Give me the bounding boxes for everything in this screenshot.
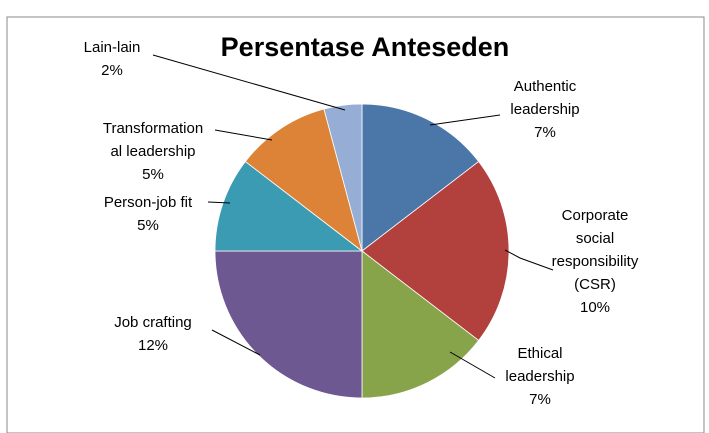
slice-label-1: Corporate social responsibility (CSR) 10% — [552, 207, 639, 316]
leader-lines — [152, 54, 554, 379]
slice-label-4: Person-job fit 5% — [104, 194, 193, 234]
leader-line-3 — [211, 329, 261, 356]
pie-slice-6 — [323, 103, 363, 252]
pie-slice-0 — [361, 103, 480, 252]
slice-label-line: Person-job fit — [104, 194, 193, 211]
slice-labels: Authentic leadership 7% Corporate social resp… — [84, 39, 639, 408]
slice-label-line: Transformation — [103, 120, 203, 137]
pie-slices — [214, 103, 510, 399]
slice-label-3: Job crafting 12% — [114, 314, 192, 354]
slice-label-line: (CSR) — [574, 276, 616, 293]
slice-label-2: Ethical leadership 7% — [505, 345, 574, 408]
slice-label-0: Authentic leadership 7% — [510, 78, 579, 141]
leader-line-4 — [207, 201, 231, 204]
leader-line-5 — [214, 129, 273, 141]
slice-label-line: Lain-lain — [84, 39, 141, 56]
slice-label-line: 7% — [529, 391, 551, 408]
pie-slice-2 — [361, 250, 480, 399]
slice-label-line: 10% — [580, 299, 610, 316]
leader-line-6 — [152, 54, 346, 111]
slice-label-5: Transformation al leadership 5% — [103, 120, 203, 183]
slice-label-6: Lain-lain 2% — [84, 39, 141, 79]
slice-label-line: 5% — [137, 217, 159, 234]
slice-label-line: Corporate — [562, 207, 629, 224]
slice-label-line: al leadership — [110, 143, 195, 160]
slice-label-line: responsibility — [552, 253, 639, 270]
slice-label-line: 7% — [534, 124, 556, 141]
chart-title: Persentase Anteseden — [221, 32, 510, 62]
slice-label-line: 12% — [138, 337, 168, 354]
slice-label-line: 2% — [101, 62, 123, 79]
slice-label-line: Job crafting — [114, 314, 192, 331]
leader-line-1 — [504, 249, 554, 271]
leader-line-0 — [429, 114, 501, 126]
pie-slice-1 — [361, 160, 510, 342]
pie-slice-3 — [214, 250, 363, 399]
slice-label-line: Ethical — [517, 345, 562, 362]
pie-slice-5 — [244, 108, 363, 253]
slice-label-line: 5% — [142, 166, 164, 183]
slice-label-line: leadership — [510, 101, 579, 118]
pie-slice-4 — [214, 160, 364, 252]
slice-label-line: social — [576, 230, 614, 247]
leader-line-2 — [449, 351, 496, 379]
slice-label-line: leadership — [505, 368, 574, 385]
slice-label-line: Authentic — [514, 78, 577, 95]
